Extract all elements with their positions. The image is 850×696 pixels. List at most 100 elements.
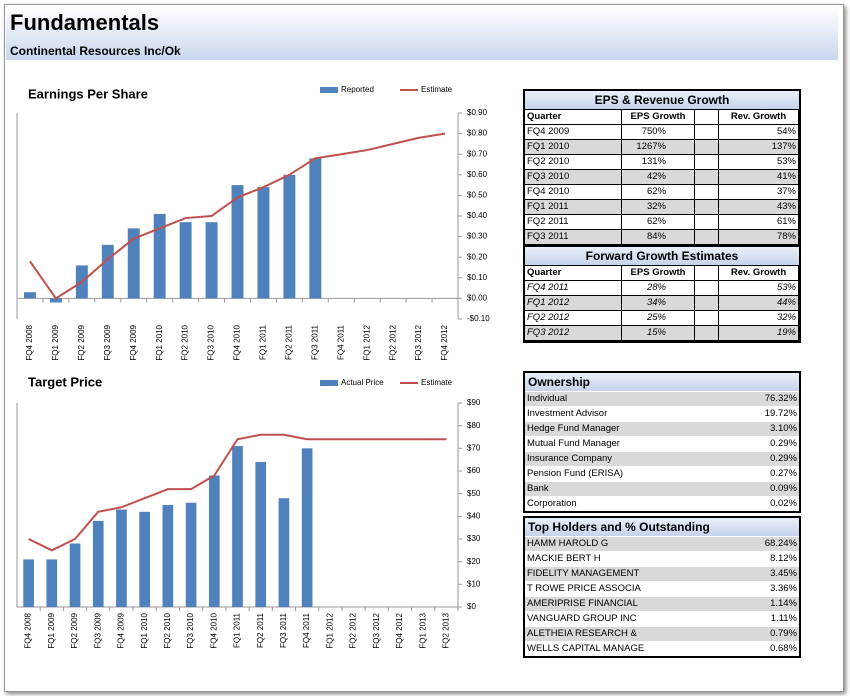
column-label: Quarter	[525, 266, 622, 280]
legend-label: Actual Price	[341, 378, 384, 387]
legend-label: Estimate	[421, 85, 453, 94]
bar	[139, 511, 150, 607]
table-cell: T ROWE PRICE ASSOCIA	[527, 583, 641, 594]
x-tick-label: FQ4 2010	[209, 612, 218, 648]
bar	[231, 185, 244, 299]
bar	[208, 475, 220, 607]
column-label: EPS Growth	[622, 266, 695, 280]
table-cell: 62%	[622, 185, 695, 199]
table-cell: 32%	[719, 311, 799, 325]
x-tick-label: FQ3 2011	[279, 612, 288, 648]
table-cell: VANGUARD GROUP INC	[527, 613, 637, 624]
table-cell: Insurance Company	[527, 453, 613, 464]
table-row: FQ4 2009 750% 54%	[525, 125, 799, 140]
x-tick-label: FQ1 2012	[362, 324, 371, 360]
column-label: Quarter	[525, 110, 622, 124]
x-tick-label: FQ2 2013	[442, 612, 451, 648]
x-tick-label: FQ3 2011	[310, 324, 319, 360]
table-cell: FQ2 2012	[525, 311, 622, 325]
x-tick-label: FQ2 2012	[388, 324, 397, 360]
table-cell: FQ2 2011	[525, 215, 622, 229]
chart-title: Earnings Per Share	[28, 86, 148, 101]
bar	[49, 298, 62, 303]
y-tick-label: $60	[467, 466, 481, 475]
table-cell: ALETHEIA RESEARCH &	[527, 628, 637, 639]
table-cell: FQ4 2009	[525, 125, 622, 139]
table-cell: 0.27%	[770, 468, 797, 479]
table-cell: 1267%	[622, 140, 695, 154]
y-tick-label: $0.80	[467, 129, 488, 138]
table-row: FQ4 2010 62% 37%	[525, 185, 799, 200]
holders-table: Top Holders and % Outstanding HAMM HAROLD…	[523, 516, 801, 658]
header	[6, 6, 838, 60]
table-cell: 0.09%	[770, 483, 797, 494]
table-cell: Corporation	[527, 498, 577, 509]
y-tick-label: $0.20	[467, 252, 488, 261]
table-cell: 76.32%	[764, 393, 797, 404]
bar	[257, 187, 270, 299]
y-tick-label: $10	[467, 579, 481, 588]
table-cell: 1.14%	[770, 598, 797, 609]
y-tick-label: -$0.10	[467, 314, 490, 323]
bar	[162, 505, 174, 607]
x-tick-label: FQ4 2012	[440, 324, 449, 360]
chart-title: Target Price	[28, 374, 102, 389]
bar	[24, 292, 36, 299]
table-cell: 53%	[719, 155, 799, 169]
table-title: Top Holders and % Outstanding	[525, 518, 799, 536]
table-row: Pension Fund (ERISA) 0.27%	[525, 466, 799, 481]
column-label	[695, 110, 719, 124]
table-row: FQ1 2010 1267% 137%	[525, 140, 799, 155]
table-cell: 750%	[622, 125, 695, 139]
table-cell: 19.72%	[764, 408, 797, 419]
column-label: Rev. Growth	[719, 110, 799, 124]
x-tick-label: FQ4 2009	[129, 324, 138, 360]
table-cell: 53%	[719, 281, 799, 295]
x-tick-label: FQ2 2011	[256, 612, 265, 648]
table-cell: 25%	[622, 311, 695, 325]
table-cell: FQ3 2010	[525, 170, 622, 184]
table-row: Insurance Company 0.29%	[525, 451, 799, 466]
y-tick-label: $80	[467, 421, 481, 430]
column-label: EPS Growth	[622, 110, 695, 124]
y-tick-label: $40	[467, 511, 481, 520]
x-tick-label: FQ2 2012	[349, 612, 358, 648]
table-cell	[695, 296, 719, 310]
table-row: FQ2 2011 62% 61%	[525, 215, 799, 230]
table-cell: 3.10%	[770, 423, 797, 434]
x-tick-label: FQ3 2012	[372, 612, 381, 648]
x-tick-label: FQ4 2011	[336, 324, 345, 360]
table-row: FQ1 2011 32% 43%	[525, 200, 799, 215]
y-tick-label: $0.30	[467, 232, 488, 241]
legend-label: Reported	[341, 85, 374, 94]
table-cell: 62%	[622, 215, 695, 229]
table-row: Corporation 0.02%	[525, 496, 799, 511]
y-tick-label: $70	[467, 443, 481, 452]
legend-swatch	[320, 380, 338, 386]
table-row: FQ2 2012 25% 32%	[525, 311, 799, 326]
table-cell: 0.68%	[770, 643, 797, 654]
table-row: AMERIPRISE FINANCIAL 1.14%	[525, 596, 799, 611]
table-cell: FQ1 2010	[525, 140, 622, 154]
table-cell: MACKIE BERT H	[527, 553, 601, 564]
page-subtitle: Continental Resources Inc/Ok	[10, 44, 181, 58]
y-tick-label: $0.60	[467, 170, 488, 179]
table-cell: 61%	[719, 215, 799, 229]
y-tick-label: $0.40	[467, 211, 488, 220]
table-cell: 37%	[719, 185, 799, 199]
table-row: ALETHEIA RESEARCH & 0.79%	[525, 626, 799, 641]
x-tick-label: FQ2 2010	[163, 612, 172, 648]
table-cell: Hedge Fund Manager	[527, 423, 620, 434]
table-cell: 131%	[622, 155, 695, 169]
table-cell: Mutual Fund Manager	[527, 438, 620, 449]
y-tick-label: $50	[467, 489, 481, 498]
table-cell: 8.12%	[770, 553, 797, 564]
table-cell	[695, 155, 719, 169]
table-cell: Individual	[527, 393, 568, 404]
table-cell: FQ4 2011	[525, 281, 622, 295]
ownership-table: Ownership Individual 76.32% Investment Advi…	[523, 371, 801, 513]
x-tick-label: FQ4 2011	[302, 612, 311, 648]
bar	[46, 559, 58, 607]
bar	[92, 520, 104, 607]
